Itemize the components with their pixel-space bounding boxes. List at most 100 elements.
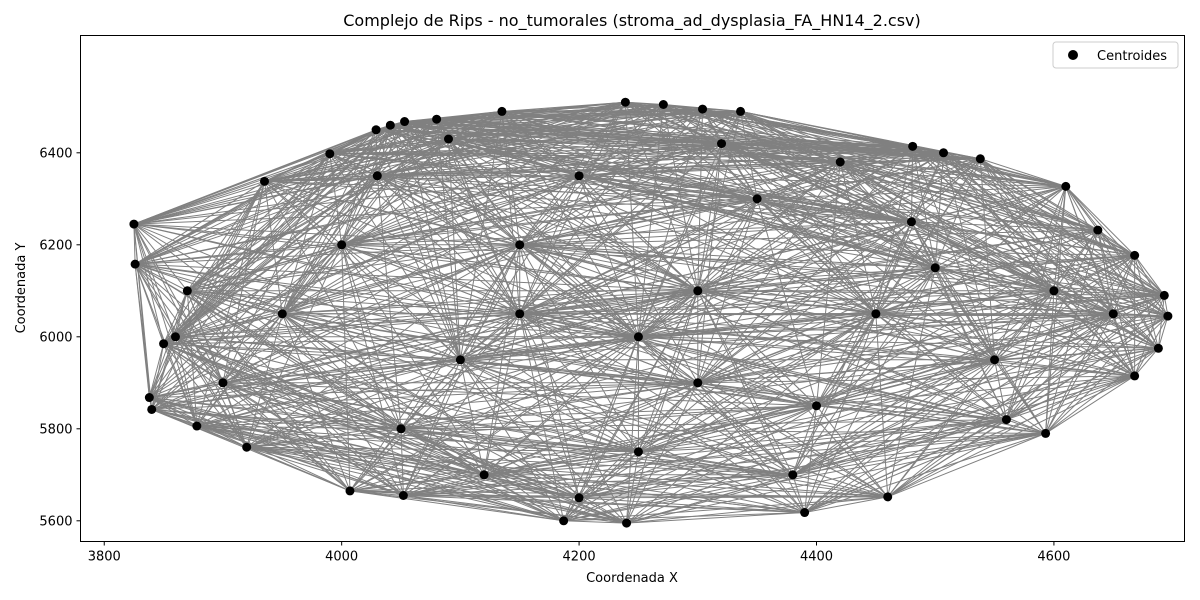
edge-line	[341, 161, 841, 246]
edge-line	[341, 244, 485, 476]
edge-line	[816, 405, 889, 498]
edge-line	[196, 425, 805, 514]
edge-line	[625, 101, 1135, 256]
edge-line	[133, 223, 520, 246]
plot-frame	[80, 35, 1185, 542]
edge-line	[222, 175, 580, 384]
edge-line	[721, 143, 944, 154]
edge-line	[519, 161, 841, 315]
centroid-point	[633, 447, 643, 457]
edge-line	[839, 161, 877, 314]
edge-line	[329, 153, 981, 160]
edge-line	[1065, 186, 1099, 231]
edge-line	[792, 432, 1046, 476]
y-tick-label: 6000	[39, 330, 72, 345]
centroid-point	[633, 332, 643, 342]
edge-line	[697, 290, 1007, 421]
edge-line	[175, 118, 437, 338]
edge-line	[697, 290, 1135, 377]
edge-line	[979, 158, 1114, 315]
centroid-point	[260, 176, 269, 186]
centroid-point	[752, 194, 762, 204]
edge-line	[578, 104, 664, 177]
centroid-point	[130, 259, 140, 269]
edge-line	[436, 119, 461, 360]
edge-line	[400, 359, 995, 430]
edge-line	[697, 145, 913, 292]
edge-line	[187, 290, 580, 499]
edge-line	[187, 290, 485, 476]
edge-line	[697, 313, 877, 384]
edge-line	[1134, 255, 1165, 296]
edge-line	[222, 382, 485, 476]
edges-layer	[133, 101, 1169, 524]
edge-line	[448, 138, 639, 338]
centroid-point	[144, 393, 154, 403]
edge-line	[134, 263, 404, 496]
edge-line	[625, 101, 722, 145]
edge-line	[579, 161, 841, 177]
edge-line	[625, 101, 664, 105]
edge-line	[740, 110, 841, 163]
edge-line	[483, 474, 564, 522]
edge-line	[663, 104, 1098, 231]
edge-line	[264, 129, 377, 182]
edge-line	[578, 497, 627, 524]
edge-line	[264, 153, 330, 182]
edge-line	[839, 161, 995, 361]
edge-line	[329, 129, 377, 155]
edge-line	[578, 175, 1114, 315]
edge-line	[329, 138, 449, 155]
edge-line	[264, 180, 461, 361]
edge-line	[196, 336, 639, 427]
edge-line	[264, 143, 722, 182]
edge-line	[403, 382, 698, 496]
edge-line	[578, 336, 639, 498]
edge-line	[1157, 315, 1169, 349]
centroid-point	[1130, 250, 1140, 260]
edge-line	[840, 161, 1066, 187]
edge-line	[756, 198, 1007, 420]
centroid-point	[192, 421, 202, 431]
edge-line	[400, 428, 639, 453]
edge-line	[875, 313, 889, 497]
edge-line	[134, 121, 405, 265]
edge-line	[163, 244, 520, 345]
edge-line	[349, 405, 817, 492]
edge-line	[175, 336, 248, 448]
centroid-point	[906, 217, 916, 227]
edge-line	[484, 359, 995, 476]
edge-line	[519, 110, 741, 246]
centroid-point	[930, 263, 940, 273]
edge-line	[804, 405, 817, 513]
edge-line	[792, 405, 817, 475]
edge-line	[196, 313, 283, 427]
edge-line	[222, 153, 331, 384]
centroid-point	[1163, 311, 1173, 321]
edge-line	[792, 347, 1159, 476]
edge-line	[400, 428, 485, 476]
edge-line	[638, 313, 877, 453]
edge-line	[519, 143, 722, 315]
edge-line	[329, 153, 912, 223]
edge-line	[638, 254, 1135, 338]
edge-line	[697, 290, 1055, 384]
edge-line	[519, 290, 1054, 315]
edge-line	[175, 336, 404, 496]
centroid-point	[432, 114, 442, 124]
edge-line	[1065, 186, 1135, 256]
edge-line	[1053, 229, 1099, 292]
edge-line	[436, 118, 722, 145]
edge-line	[519, 290, 698, 315]
edge-line	[341, 138, 449, 246]
edge-line	[697, 221, 912, 384]
edge-line	[163, 343, 224, 384]
legend-box	[1052, 41, 1179, 69]
edge-line	[163, 290, 188, 344]
centroid-point	[371, 125, 381, 135]
edge-line	[519, 313, 580, 498]
centroid-point	[1041, 428, 1051, 438]
edge-line	[187, 290, 639, 338]
edge-line	[519, 313, 794, 476]
edge-line	[448, 138, 1066, 187]
